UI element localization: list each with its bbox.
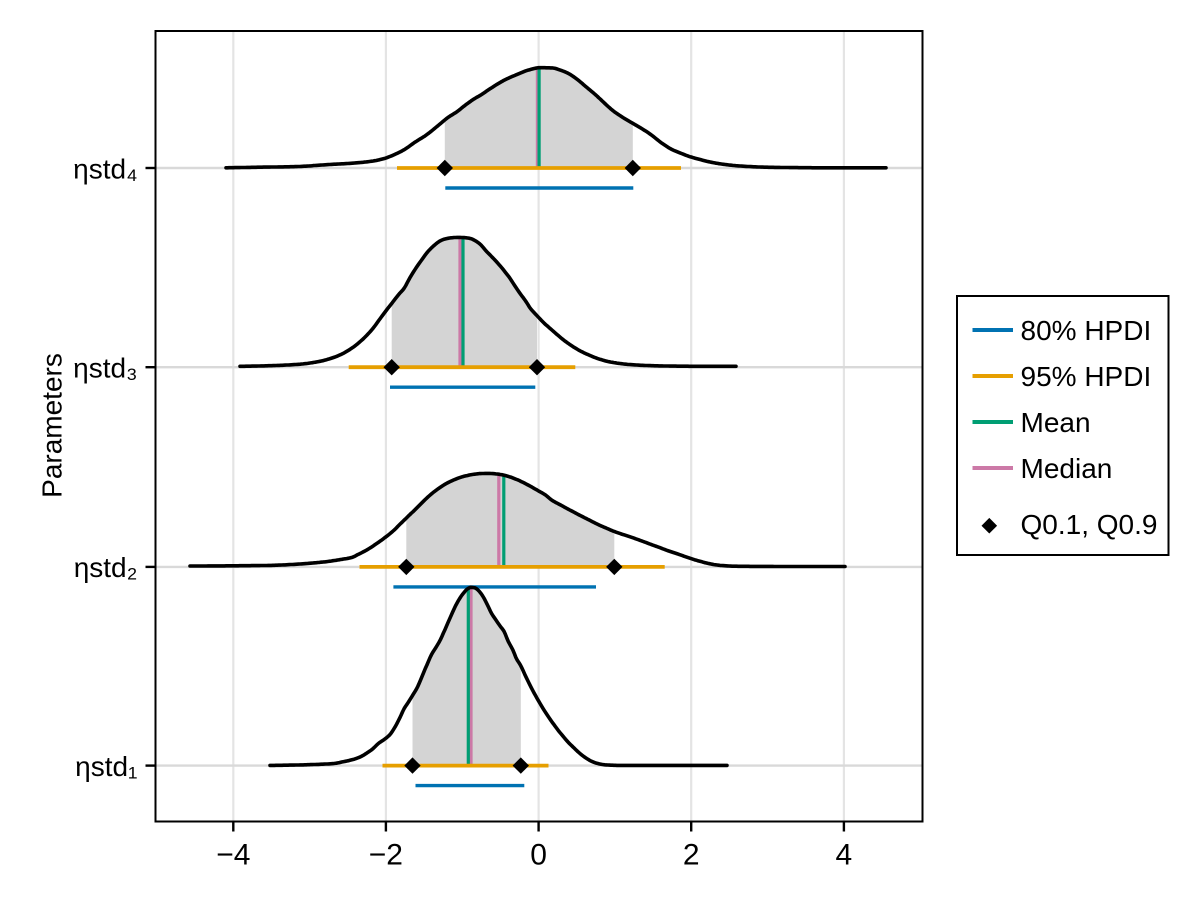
svg-text:Median: Median bbox=[1021, 453, 1113, 484]
svg-text:ηstd₁: ηstd₁ bbox=[75, 751, 137, 782]
svg-text:80% HPDI: 80% HPDI bbox=[1021, 315, 1152, 346]
svg-text:Parameters: Parameters bbox=[37, 353, 68, 498]
svg-text:Q0.1, Q0.9: Q0.1, Q0.9 bbox=[1021, 509, 1158, 540]
svg-text:0: 0 bbox=[530, 839, 547, 872]
svg-text:95% HPDI: 95% HPDI bbox=[1021, 361, 1152, 392]
svg-text:2: 2 bbox=[683, 839, 700, 872]
svg-text:−4: −4 bbox=[216, 839, 250, 872]
svg-text:−2: −2 bbox=[369, 839, 403, 872]
svg-text:ηstd₂: ηstd₂ bbox=[74, 552, 138, 583]
svg-text:Mean: Mean bbox=[1021, 407, 1091, 438]
svg-text:ηstd₄: ηstd₄ bbox=[73, 153, 137, 184]
svg-text:4: 4 bbox=[836, 839, 853, 872]
svg-text:ηstd₃: ηstd₃ bbox=[73, 353, 137, 384]
